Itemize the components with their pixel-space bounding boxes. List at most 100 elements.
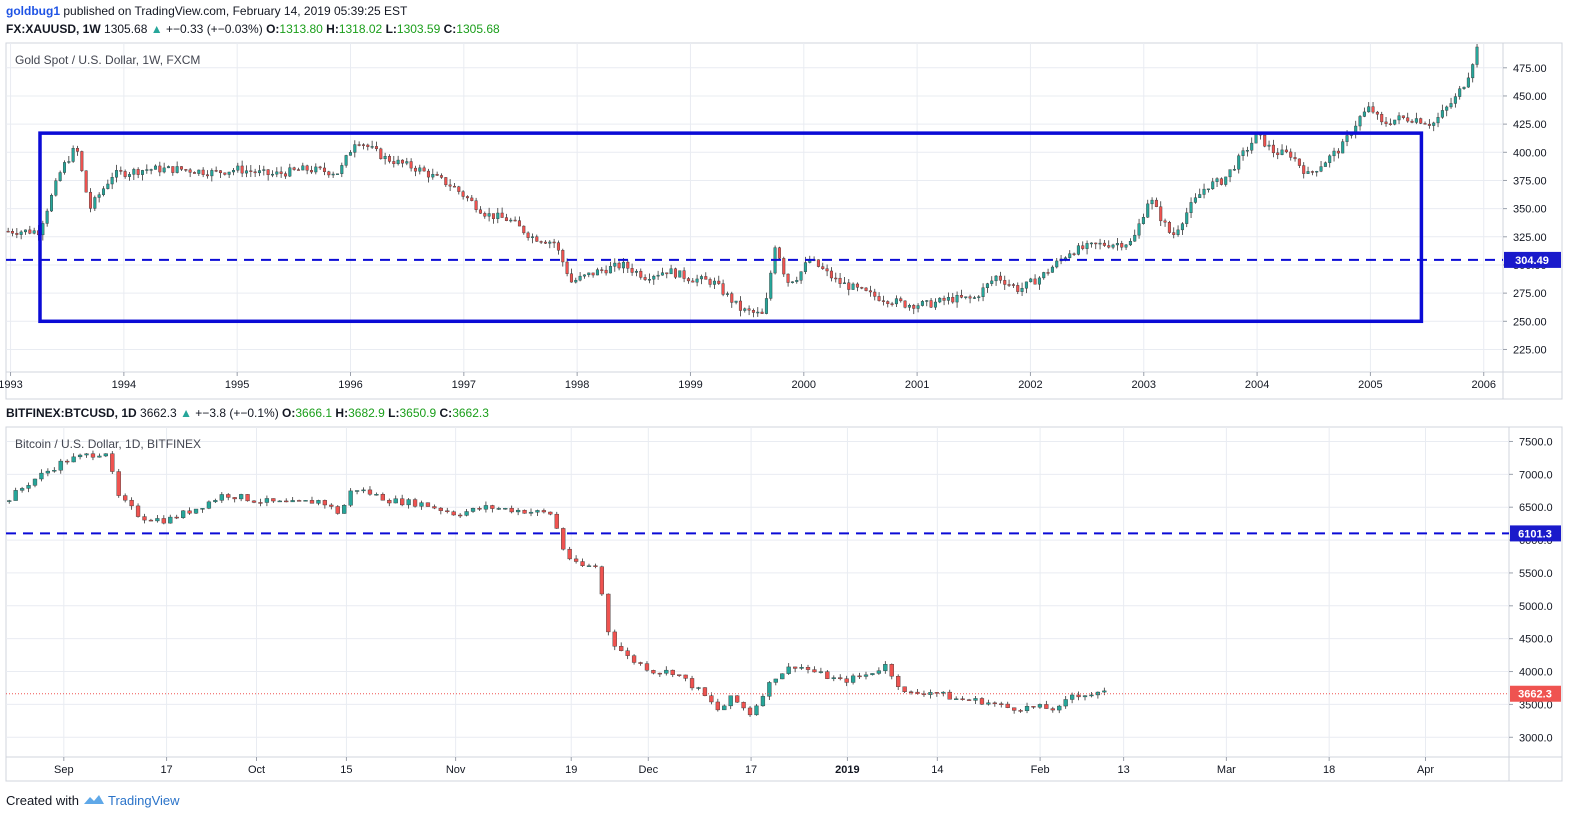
gold-candle — [561, 250, 565, 263]
btc-candle — [902, 686, 907, 693]
gold-candle — [1193, 197, 1197, 203]
gold-candle — [777, 247, 781, 259]
btc-candle — [226, 494, 231, 498]
btc-c-label: C: — [439, 406, 453, 420]
btc-x-tick-label: 17 — [745, 764, 757, 776]
btc-candle — [554, 513, 559, 529]
gold-candle — [1133, 234, 1137, 242]
gold-candle — [1380, 114, 1384, 123]
gold-x-tick-label: 1993 — [0, 379, 23, 391]
gold-o-value: 1313.80 — [279, 22, 323, 36]
gold-pane: 225.00250.00275.00300.00325.00350.00375.… — [0, 42, 1563, 400]
btc-frame — [5, 426, 1563, 782]
gold-candle — [409, 161, 413, 169]
btc-candle — [548, 511, 553, 515]
gold-candle — [682, 270, 686, 279]
gold-candle — [634, 270, 638, 273]
btc-candle — [84, 453, 89, 456]
gold-candle — [925, 300, 929, 302]
btc-symbol[interactable]: BITFINEX:BTCUSD, 1D — [6, 406, 137, 420]
gold-l-label: L: — [385, 22, 397, 36]
gold-candle — [509, 219, 513, 222]
btc-candle — [812, 669, 817, 673]
gold-candle — [75, 148, 79, 152]
btc-candle — [780, 673, 785, 680]
btc-x-tick-label: 15 — [340, 764, 352, 776]
gold-candle — [955, 295, 959, 303]
gold-candle — [639, 270, 643, 278]
gold-candle — [396, 159, 400, 165]
gold-candle — [617, 262, 621, 269]
gold-candle — [1289, 151, 1293, 158]
tradingview-link[interactable]: TradingView — [108, 793, 180, 808]
btc-candle — [284, 500, 289, 503]
gold-pane-title: Gold Spot / U.S. Dollar, 1W, FXCM — [15, 53, 200, 67]
gold-x-tick-label: 2000 — [792, 379, 816, 391]
btc-candles — [7, 450, 1107, 717]
gold-candle — [1003, 280, 1007, 285]
gold-candle — [23, 229, 27, 233]
gold-candle — [1254, 133, 1258, 144]
gold-candle — [535, 236, 539, 242]
gold-candle — [1319, 166, 1323, 172]
btc-candle — [445, 510, 450, 512]
gold-candle — [1315, 171, 1319, 173]
btc-candle — [573, 558, 579, 562]
gold-y-tick-label: 250.00 — [1513, 316, 1547, 328]
gold-candle — [591, 272, 595, 276]
btc-candle — [754, 705, 759, 716]
gold-candle — [1462, 86, 1466, 89]
gold-change: +−0.33 (+−0.03%) — [165, 22, 263, 36]
gold-candle — [153, 165, 157, 170]
gold-candle — [1271, 144, 1275, 154]
gold-candle — [236, 165, 240, 171]
gold-candle — [296, 169, 300, 171]
btc-candle — [374, 494, 379, 496]
gold-candle — [1332, 150, 1336, 157]
gold-symbol[interactable]: FX:XAUUSD, 1W — [6, 22, 101, 36]
btc-pane: 3000.03500.04000.04500.05000.05500.06000… — [5, 426, 1563, 782]
btc-candle — [316, 500, 321, 504]
gold-candle — [1440, 110, 1444, 118]
gold-candle — [721, 283, 725, 295]
gold-candle — [803, 262, 807, 272]
gold-candle — [933, 301, 937, 308]
gold-candle — [1046, 272, 1050, 274]
btc-candle — [966, 699, 972, 701]
gold-candle — [964, 296, 968, 298]
btc-candle — [245, 494, 250, 502]
gold-x-tick-label: 1996 — [338, 379, 362, 391]
gold-candle — [1211, 181, 1215, 190]
gold-candle — [461, 191, 465, 197]
gold-candle — [1323, 162, 1327, 167]
btc-candle — [786, 666, 791, 674]
btc-candle — [187, 510, 192, 514]
gold-candle — [608, 266, 612, 274]
btc-candle — [773, 678, 778, 683]
gold-candle — [660, 272, 664, 276]
author-link[interactable]: goldbug1 — [6, 4, 60, 18]
btc-candle — [509, 508, 514, 513]
gold-candle — [513, 219, 517, 222]
btc-candle — [638, 662, 643, 664]
btc-candle — [1031, 706, 1036, 708]
gold-candle — [106, 183, 110, 189]
btc-candle — [960, 698, 965, 700]
gold-candle — [392, 161, 396, 165]
btc-candle — [999, 703, 1004, 705]
gold-candle — [1111, 244, 1115, 248]
gold-candle — [708, 279, 712, 285]
btc-candle — [1044, 704, 1049, 709]
gold-box-annotation — [38, 131, 1424, 324]
gold-candle — [218, 170, 222, 174]
gold-candle — [1107, 245, 1111, 248]
gold-c-value: 1305.68 — [456, 22, 500, 36]
gold-candle — [751, 310, 755, 313]
gold-candle — [946, 297, 950, 301]
gold-candle — [1358, 116, 1362, 127]
created-with-label: Created with — [6, 793, 79, 808]
btc-y-tick-label: 7000.0 — [1519, 469, 1553, 481]
gold-candle — [556, 242, 560, 251]
gold-candle — [244, 170, 248, 174]
